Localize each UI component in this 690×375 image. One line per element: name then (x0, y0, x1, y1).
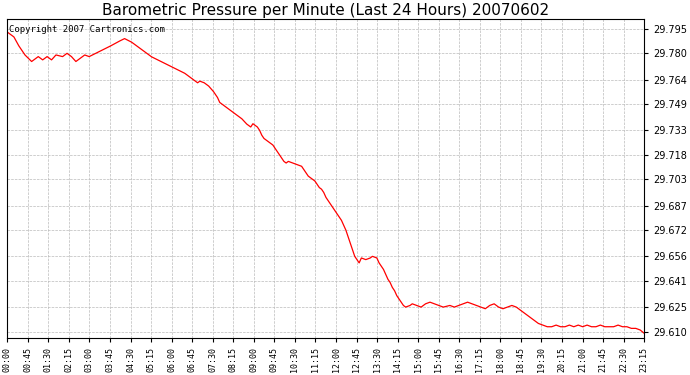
Text: Copyright 2007 Cartronics.com: Copyright 2007 Cartronics.com (8, 26, 164, 34)
Title: Barometric Pressure per Minute (Last 24 Hours) 20070602: Barometric Pressure per Minute (Last 24 … (102, 3, 549, 18)
